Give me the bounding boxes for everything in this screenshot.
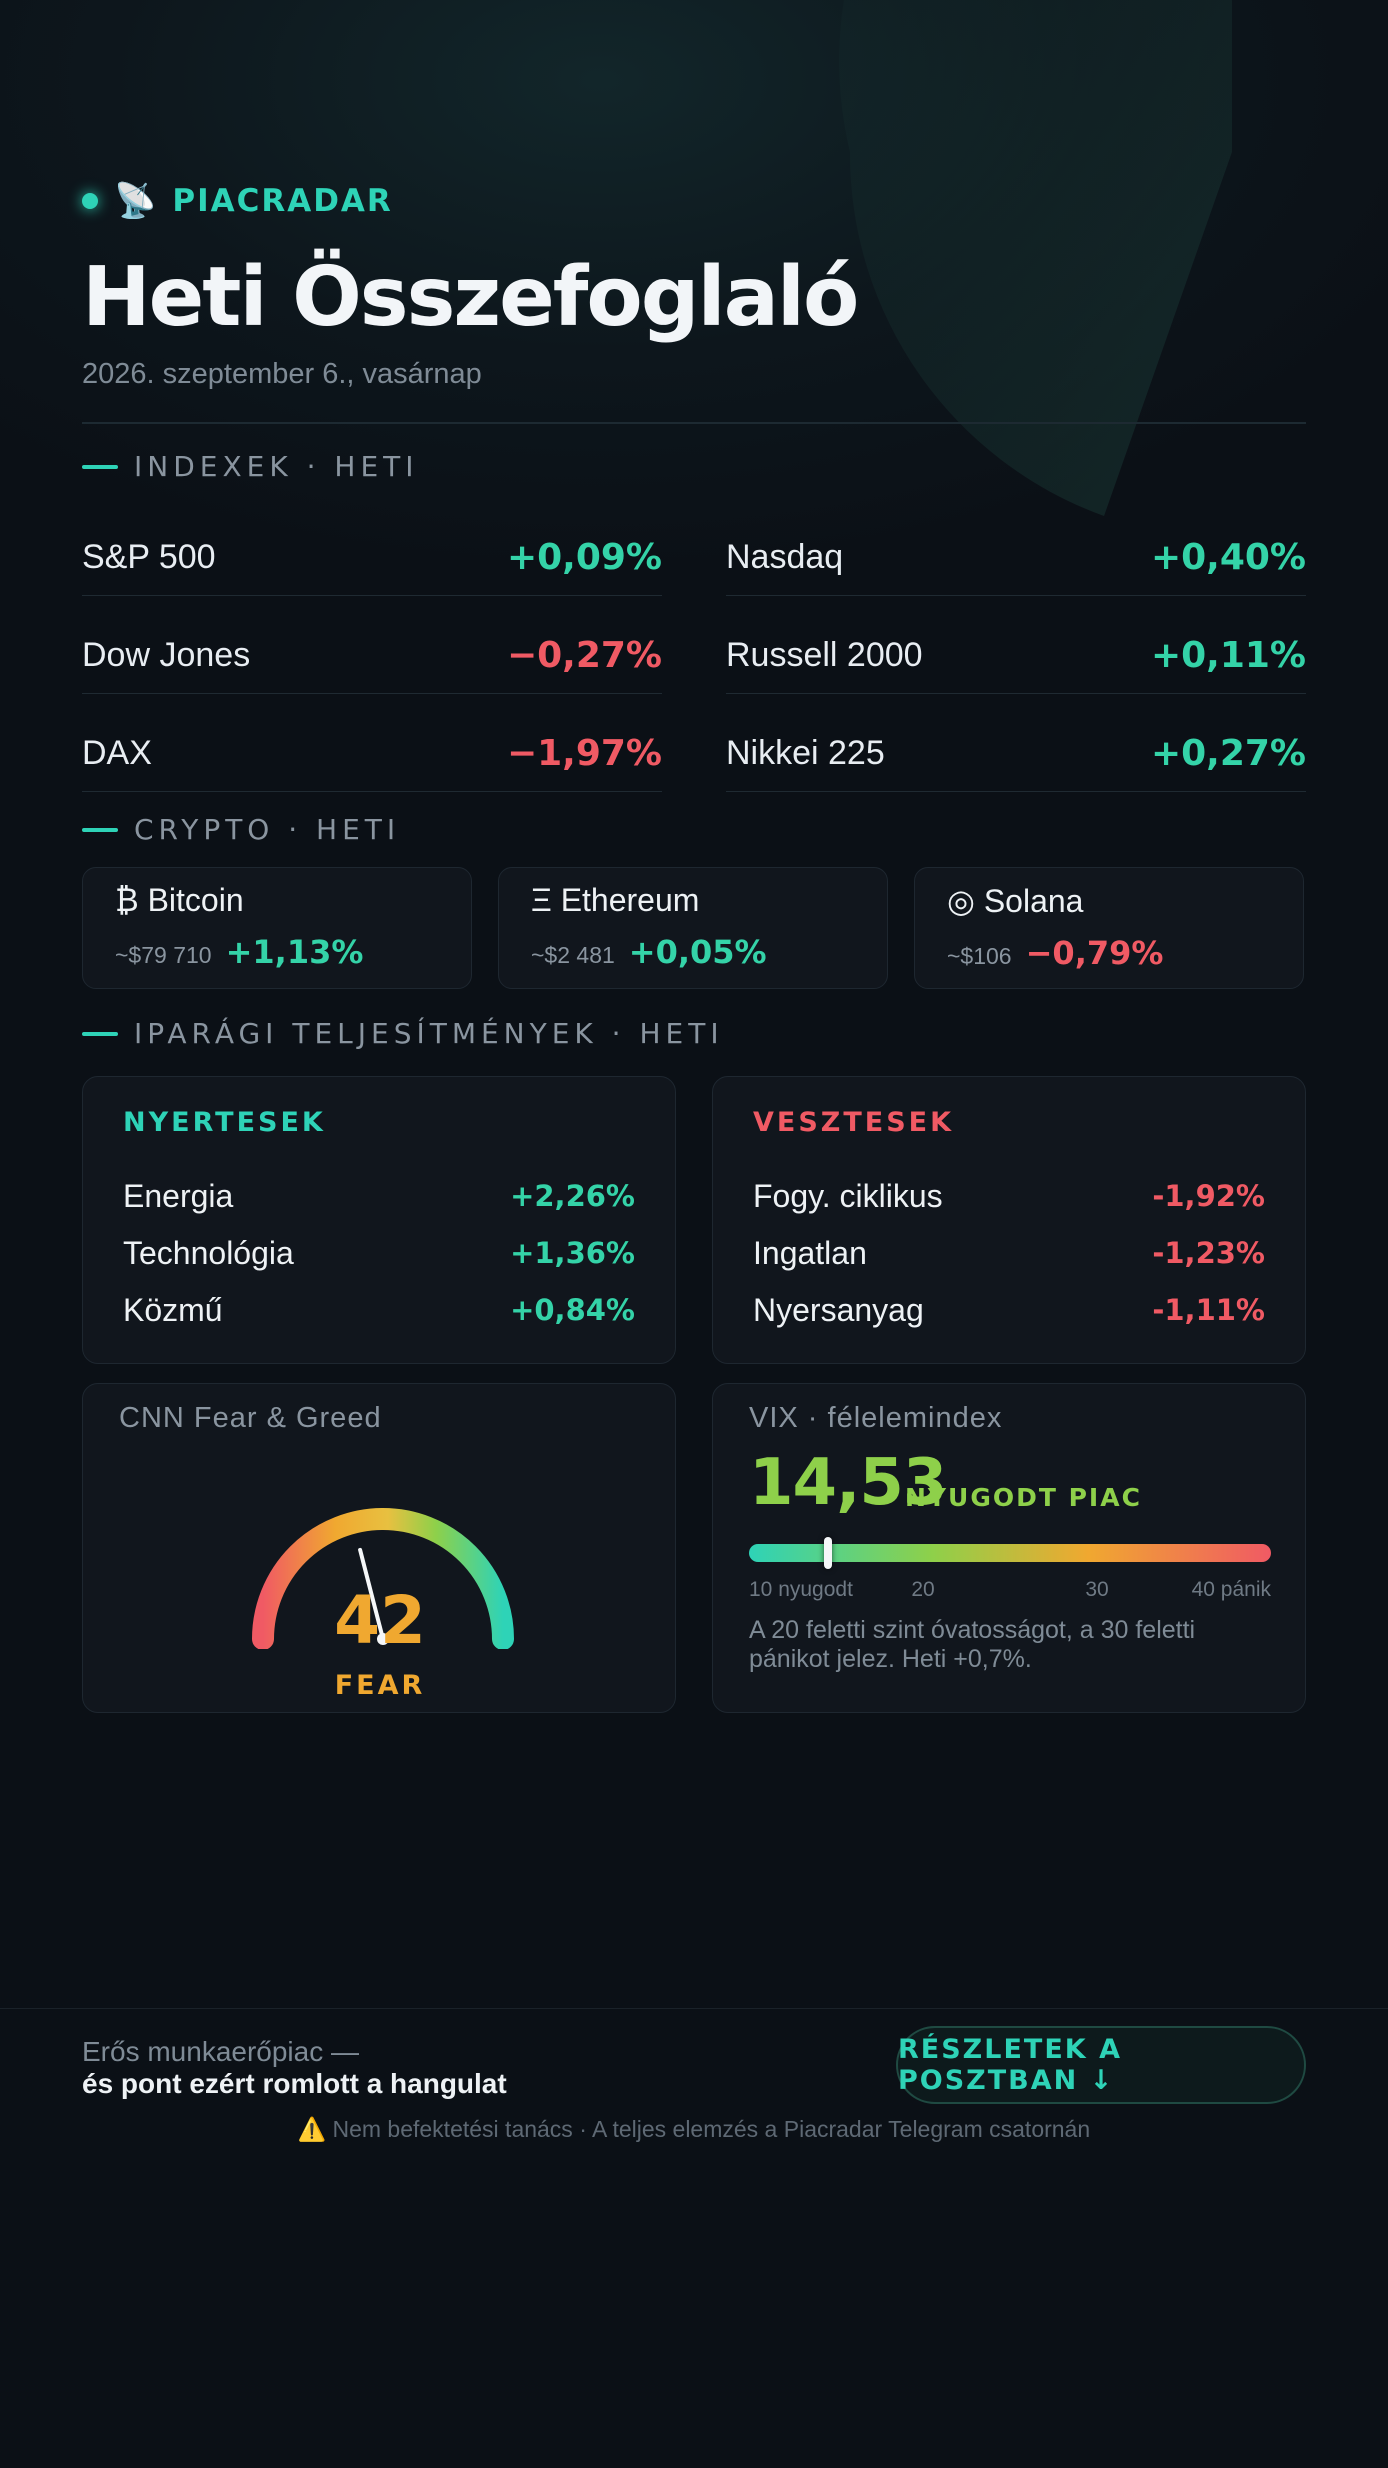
vix-marker [823,1537,832,1569]
section-label: INDEXEK · HETI [134,450,419,483]
vix-tick-label: 20 [911,1578,935,1601]
crypto-card: Ξ Ethereum ~$2 481 +0,05% [498,867,888,989]
gauge-hub [377,1633,389,1645]
brand-name: PIACRADAR [172,183,393,219]
live-dot-icon [82,193,98,209]
section-accent-line [82,1031,118,1036]
vix-title: VIX · félelemindex [749,1402,1003,1434]
crypto-name: ₿ Bitcoin [115,882,244,918]
index-row: Nikkei 225 +0,27% [726,716,1306,792]
sector-name: Ingatlan [753,1234,867,1271]
sector-change: -1,11% [1152,1293,1265,1327]
index-row: DAX −1,97% [82,716,662,792]
sector-change: +0,84% [510,1293,635,1327]
section-header-crypto: CRYPTO · HETI [82,813,400,846]
sector-name: Technológia [123,1234,294,1271]
fear-greed-gauge [252,1508,514,1649]
index-name: DAX [82,734,152,772]
satellite-dish-icon: 📡 [114,182,157,220]
sector-row: Nyersanyag -1,11% [753,1285,1265,1335]
details-button[interactable]: RÉSZLETEK A POSZTBAN ↓ [896,2026,1306,2104]
footer-divider [0,2008,1388,2009]
crypto-change: +0,05% [628,933,767,971]
index-change: +0,11% [1150,635,1306,676]
index-name: Dow Jones [82,636,251,674]
crypto-change: −0,79% [1025,934,1164,972]
crypto-change: +1,13% [225,933,364,971]
vix-tick-label: 30 [1085,1578,1109,1601]
fear-greed-value: 42 [334,1582,426,1659]
vix-scale-bar [749,1537,1271,1569]
index-row: Nasdaq +0,40% [726,520,1306,596]
index-change: +0,09% [506,537,662,578]
winners-panel: NYERTESEK Energia +2,26% Technológia +1,36%… [82,1076,676,1364]
index-row: Dow Jones −0,27% [82,618,662,694]
section-label: IPARÁGI TELJESÍTMÉNYEK · HETI [134,1017,724,1050]
header-divider [82,422,1306,424]
vix-tick-label: 10 nyugodt [749,1578,853,1601]
sector-change: +1,36% [510,1236,635,1270]
crypto-price-line: ~$79 710 +1,13% [115,933,439,971]
section-header-sectors: IPARÁGI TELJESÍTMÉNYEK · HETI [82,1017,724,1050]
crypto-price: ~$2 481 [531,942,615,968]
section-label: CRYPTO · HETI [134,813,401,846]
crypto-price-line: ~$106 −0,79% [947,934,1271,972]
vix-status: NYUGODT PIAC [905,1483,1142,1512]
winners-title: NYERTESEK [123,1107,326,1138]
index-name: S&P 500 [82,538,216,576]
sector-name: Közmű [123,1291,223,1328]
losers-panel: VESZTESEK Fogy. ciklikus -1,92% Ingatlan -1… [712,1076,1306,1364]
crypto-name: Ξ Ethereum [531,882,700,918]
index-name: Nasdaq [726,538,844,576]
crypto-name: ◎ Solana [947,883,1084,919]
sector-row: Technológia +1,36% [123,1228,635,1278]
sector-change: -1,92% [1152,1179,1265,1213]
index-row: S&P 500 +0,09% [82,520,662,596]
warning-icon: ⚠️ [297,2116,327,2142]
crypto-price: ~$79 710 [115,942,212,968]
crypto-price: ~$106 [947,943,1012,969]
crypto-price-line: ~$2 481 +0,05% [531,933,855,971]
fear-greed-panel: CNN Fear & Greed 42 FEAR [82,1383,676,1713]
losers-title: VESZTESEK [753,1107,955,1138]
footer-teaser-line2: és pont ezért romlott a hangulat [82,2068,507,2099]
disclaimer: ⚠️ Nem befektetési tanács · A teljes elem… [0,2116,1388,2143]
sector-row: Energia +2,26% [123,1171,635,1221]
page-title: Heti Összefoglaló [82,250,859,345]
vix-value: 14,53 [749,1446,947,1520]
sector-change: +2,26% [510,1179,635,1213]
section-accent-line [82,464,118,469]
index-change: −1,97% [506,733,662,774]
footer-teaser-line1: Erős munkaerőpiac — [82,2036,360,2067]
index-name: Nikkei 225 [726,734,885,772]
gauge-needle [358,1547,385,1641]
section-header-indices: INDEXEK · HETI [82,450,419,483]
sector-row: Közmű +0,84% [123,1285,635,1335]
index-row: Russell 2000 +0,11% [726,618,1306,694]
decorative-radar-sweep [839,0,1232,516]
index-name: Russell 2000 [726,636,923,674]
index-change: −0,27% [506,635,662,676]
sector-row: Fogy. ciklikus -1,92% [753,1171,1265,1221]
gauge-arc [252,1508,514,1649]
index-change: +0,40% [1150,537,1306,578]
crypto-card: ₿ Bitcoin ~$79 710 +1,13% [82,867,472,989]
sector-name: Energia [123,1177,234,1214]
disclaimer-text: Nem befektetési tanács · A teljes elemzé… [332,2116,1091,2142]
vix-panel: VIX · félelemindex 14,53 NYUGODT PIAC 10… [712,1383,1306,1713]
index-change: +0,27% [1150,733,1306,774]
vix-tick-label: 40 pánik [1191,1578,1271,1601]
brand-header: 📡 PIACRADAR [82,183,393,219]
vix-scale-ticks: 10 nyugodt 20 30 40 pánik [749,1578,1271,1608]
vix-note: A 20 feletti szint óvatosságot, a 30 fel… [749,1616,1196,1673]
section-accent-line [82,827,118,832]
sector-name: Fogy. ciklikus [753,1177,943,1214]
fear-greed-title: CNN Fear & Greed [119,1402,382,1434]
sector-name: Nyersanyag [753,1291,924,1328]
crypto-card: ◎ Solana ~$106 −0,79% [914,867,1304,989]
fear-greed-label: FEAR [334,1670,426,1701]
sector-row: Ingatlan -1,23% [753,1228,1265,1278]
sector-change: -1,23% [1152,1236,1265,1270]
report-date: 2026. szeptember 6., vasárnap [82,358,482,390]
